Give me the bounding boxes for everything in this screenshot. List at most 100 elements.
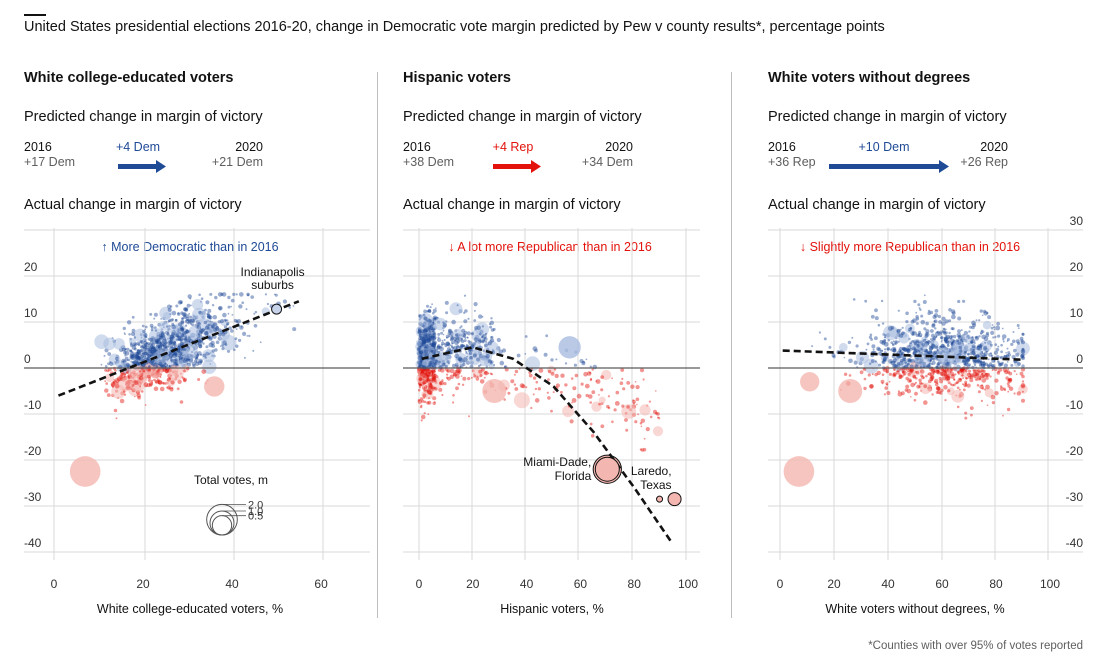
- data-point: [191, 361, 196, 366]
- data-point: [426, 337, 432, 343]
- data-point: [987, 364, 990, 368]
- data-point: [226, 349, 231, 353]
- data-point: [979, 360, 984, 365]
- data-point: [424, 345, 428, 349]
- data-point: [441, 379, 444, 382]
- direction-annotation: ↓ Slightly more Republican than in 2016: [799, 240, 1021, 254]
- data-point: [161, 364, 165, 368]
- data-point: [161, 381, 165, 385]
- data-point: [124, 354, 127, 357]
- data-point: [170, 305, 173, 308]
- data-point: [429, 306, 432, 309]
- data-point: [871, 344, 876, 349]
- data-point: [174, 359, 179, 364]
- data-point: [168, 324, 171, 328]
- data-point: [149, 345, 154, 350]
- data-point: [426, 389, 432, 395]
- size-legend-circle: [209, 510, 235, 536]
- data-point: [203, 330, 209, 336]
- data-point: [588, 394, 593, 399]
- data-point: [972, 369, 977, 373]
- x-tick-label: 60: [935, 577, 949, 591]
- data-point: [993, 328, 996, 331]
- data-point: [185, 317, 190, 321]
- data-point: [124, 333, 126, 335]
- data-point: [1003, 355, 1007, 358]
- data-point: [985, 311, 989, 315]
- callout-point: [656, 495, 664, 503]
- data-point: [242, 331, 247, 336]
- data-point: [432, 340, 437, 345]
- data-point: [601, 369, 612, 381]
- data-point: [292, 305, 295, 307]
- data-point: [1004, 369, 1009, 375]
- data-point: [957, 352, 962, 357]
- data-point: [204, 328, 206, 331]
- data-point: [200, 353, 203, 356]
- data-point: [421, 339, 427, 344]
- data-point: [418, 330, 422, 334]
- data-point: [171, 318, 175, 321]
- data-point: [185, 328, 189, 332]
- data-point: [148, 346, 153, 351]
- data-point: [181, 317, 184, 320]
- data-point: [456, 304, 459, 307]
- data-point: [901, 326, 904, 329]
- data-point: [971, 344, 976, 349]
- data-point: [453, 345, 458, 351]
- data-point: [199, 328, 204, 334]
- data-point: [443, 362, 446, 365]
- data-point: [210, 324, 215, 329]
- data-point: [447, 376, 451, 381]
- data-point: [915, 311, 918, 314]
- panel-divider: [731, 72, 732, 618]
- data-point: [450, 330, 454, 333]
- data-point: [134, 395, 136, 398]
- title-accent-bar: [24, 14, 46, 16]
- data-point: [445, 336, 448, 339]
- data-point: [197, 360, 203, 365]
- data-point: [188, 325, 199, 336]
- data-point: [146, 341, 149, 344]
- data-point: [419, 336, 424, 340]
- data-point: [157, 344, 163, 350]
- data-point: [124, 366, 126, 368]
- data-point: [125, 371, 128, 374]
- data-point: [144, 325, 148, 329]
- data-point: [595, 379, 601, 384]
- data-point: [1007, 390, 1010, 393]
- data-point: [942, 329, 946, 334]
- data-point: [158, 382, 160, 385]
- y-tick-label: 10: [24, 306, 38, 320]
- data-point: [227, 295, 231, 300]
- data-point: [589, 365, 592, 368]
- data-point: [160, 335, 164, 338]
- data-point: [920, 369, 925, 374]
- data-point: [167, 320, 170, 323]
- data-point: [124, 393, 127, 396]
- data-point: [971, 320, 976, 326]
- data-point: [977, 390, 981, 394]
- data-point: [212, 315, 217, 320]
- data-point: [499, 360, 505, 366]
- data-point: [155, 349, 158, 352]
- data-point: [421, 331, 426, 336]
- data-point: [427, 308, 431, 312]
- data-point: [292, 327, 297, 332]
- callout-label: Laredo,: [631, 464, 672, 478]
- data-point: [589, 401, 592, 404]
- data-point: [193, 359, 198, 363]
- data-point: [969, 351, 973, 356]
- data-point: [127, 365, 130, 368]
- data-point: [535, 380, 539, 384]
- data-point: [158, 335, 164, 340]
- data-point: [170, 357, 173, 360]
- data-point: [1015, 339, 1020, 344]
- data-point: [428, 338, 432, 342]
- data-point: [648, 400, 652, 403]
- data-point: [205, 300, 210, 305]
- data-point: [866, 342, 870, 346]
- data-point: [190, 304, 192, 307]
- data-point: [456, 371, 461, 375]
- data-point: [170, 345, 174, 349]
